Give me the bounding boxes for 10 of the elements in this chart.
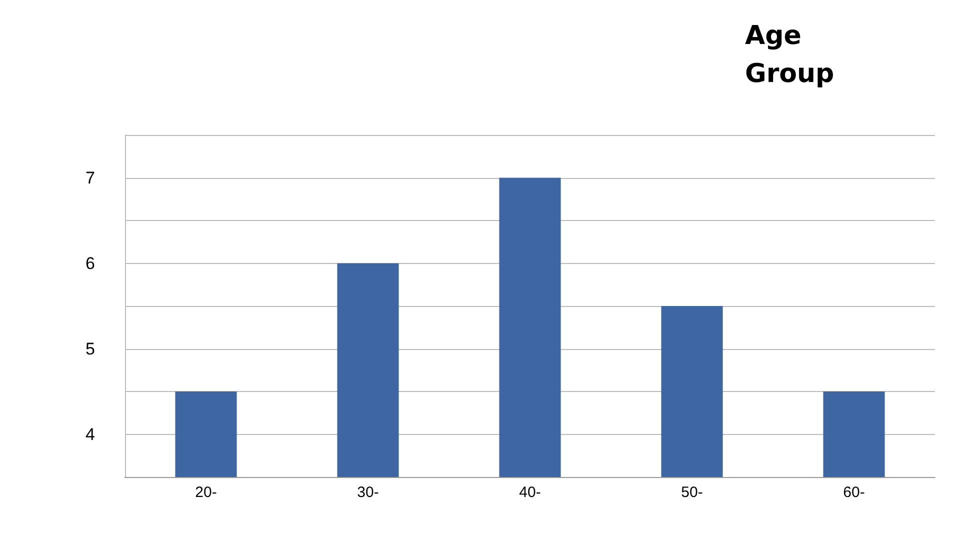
y-tick-label: 7 (86, 168, 95, 188)
y-tick-label: 4 (86, 424, 95, 444)
x-tick-label: 30- (357, 484, 379, 501)
chart-title: Age Group (745, 21, 834, 89)
y-tick-label: 5 (86, 339, 95, 358)
x-tick-label: 20- (195, 484, 217, 501)
x-tick-label: 60- (843, 484, 865, 501)
x-tick-label: 50- (681, 484, 703, 501)
y-tick-label: 6 (86, 254, 95, 273)
x-tick-label: 40- (519, 484, 541, 501)
